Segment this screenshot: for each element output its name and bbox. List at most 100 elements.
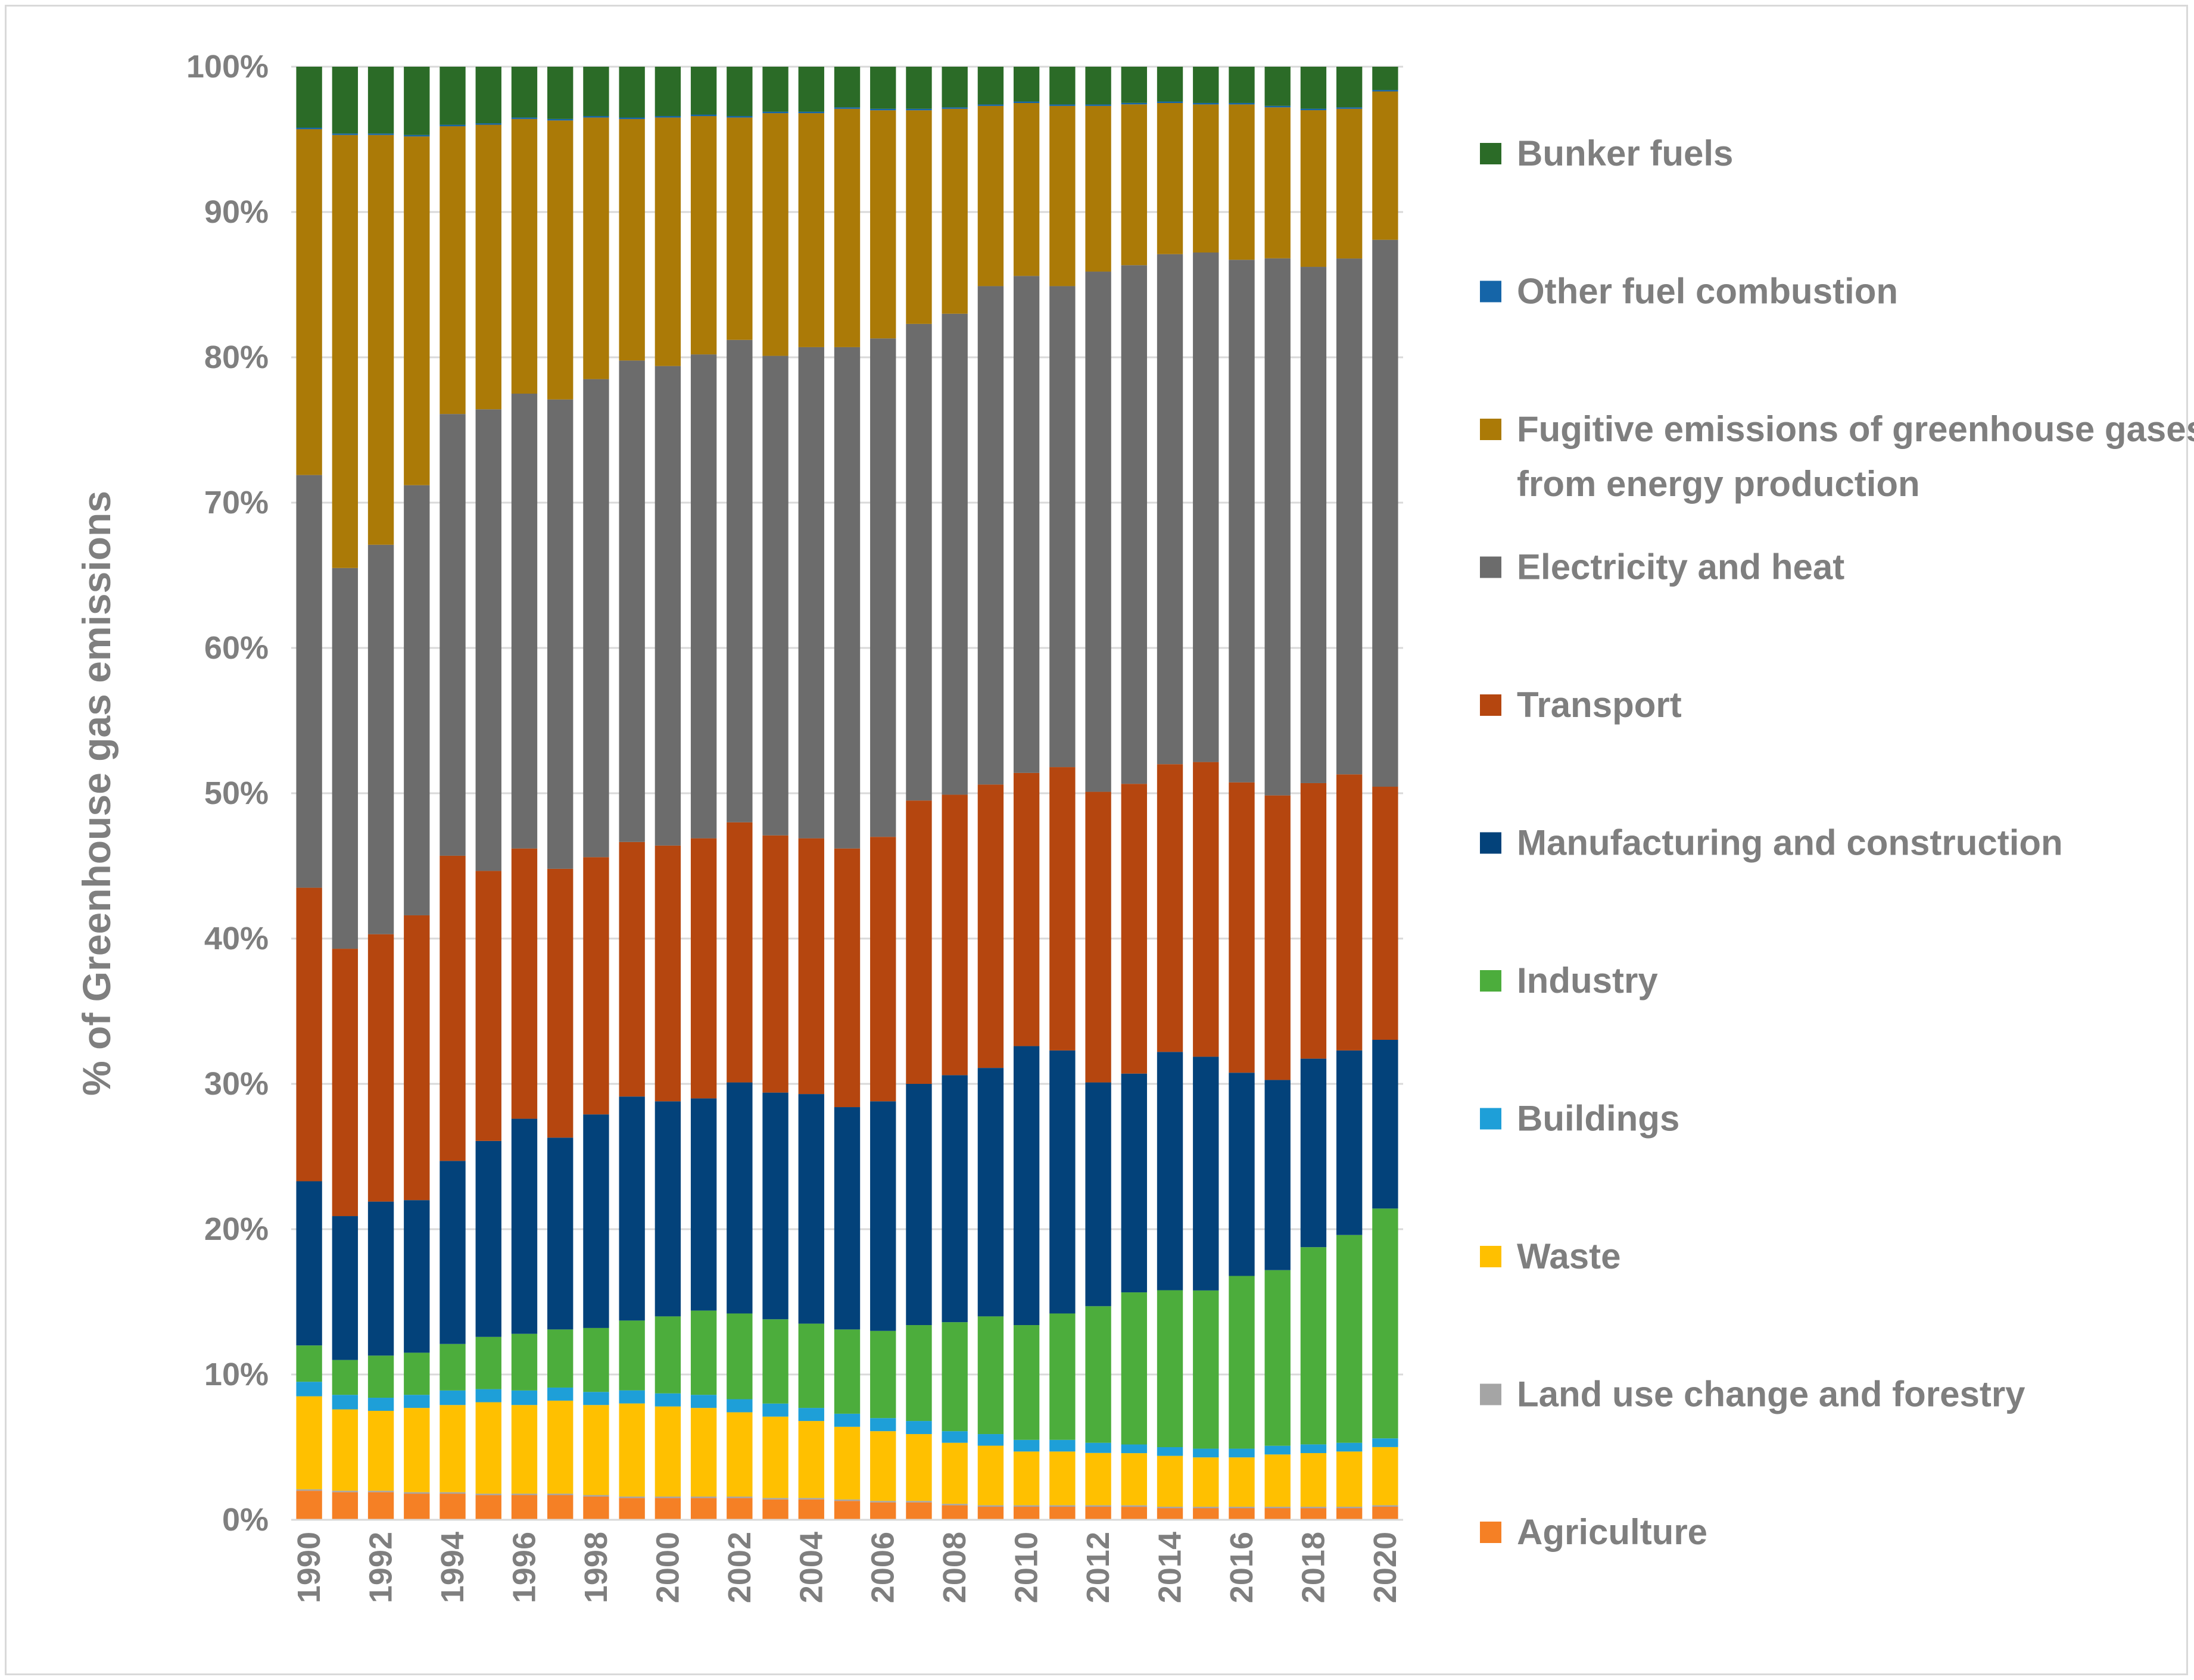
x-tick-label: 1998: [578, 1532, 614, 1603]
bar-segment: [1085, 67, 1111, 105]
bar-segment: [296, 67, 322, 128]
bar-segment: [547, 1387, 574, 1401]
bar-segment: [762, 1092, 789, 1320]
bar-segment: [690, 1395, 717, 1408]
bar-segment: [727, 1412, 753, 1497]
bar-segment: [834, 67, 861, 108]
bar-segment: [906, 1434, 932, 1501]
bar-segment: [906, 1325, 932, 1422]
bar-segment: [547, 119, 574, 121]
bar-segment: [1300, 1444, 1327, 1453]
legend-swatch: [1480, 694, 1501, 716]
bar-segment: [798, 838, 824, 1095]
legend-swatch: [1480, 419, 1501, 440]
bar-segment: [332, 568, 359, 949]
legend-label: Buildings: [1517, 1099, 1679, 1139]
bar-segment: [1085, 1505, 1111, 1507]
bar-segment: [655, 1316, 681, 1394]
bar-segment: [655, 1498, 681, 1520]
bar-segment: [870, 1418, 896, 1432]
bar-segment: [727, 1313, 753, 1400]
bar-segment: [1229, 104, 1255, 260]
bar-segment: [1013, 1505, 1040, 1507]
bar-segment: [404, 485, 430, 915]
bar-segment: [583, 67, 609, 116]
bar-segment: [727, 1082, 753, 1314]
legend-label: Fugitive emissions of greenhouse gases: [1517, 409, 2194, 449]
bar-segment: [1264, 1270, 1291, 1446]
bar-segment: [1264, 1508, 1291, 1520]
y-tick-label: 0%: [222, 1502, 269, 1538]
bar-segment: [475, 1140, 501, 1337]
bar-segment: [475, 67, 501, 124]
bar-segment: [1121, 67, 1147, 103]
bar-segment: [404, 1352, 430, 1395]
bar-segment: [583, 857, 609, 1115]
bar-segment: [977, 1507, 1004, 1520]
bar-segment: [440, 67, 466, 125]
legend-label: Electricity and heat: [1517, 547, 1844, 587]
legend-label: Agriculture: [1517, 1512, 1707, 1552]
bar-segment: [367, 67, 394, 134]
bar-segment: [367, 544, 394, 934]
bar-segment: [1013, 1046, 1040, 1326]
bar-segment: [296, 1489, 322, 1491]
bar-segment: [977, 1434, 1004, 1446]
bar-segment: [332, 1360, 359, 1395]
bar-segment: [332, 1491, 359, 1492]
bar-segment: [1121, 1444, 1147, 1454]
bar-segment: [1121, 1073, 1147, 1293]
x-tick-label: 2014: [1152, 1532, 1188, 1603]
y-tick-label: 50%: [204, 775, 269, 811]
bar-segment: [906, 1421, 932, 1435]
bar-segment: [475, 1494, 501, 1495]
x-tick-label: 1994: [435, 1532, 470, 1603]
legend-swatch: [1480, 280, 1501, 303]
x-tick-label: 1996: [506, 1532, 542, 1603]
bar-segment: [332, 1492, 359, 1520]
legend-swatch: [1480, 970, 1501, 992]
bar-segment: [1157, 1507, 1183, 1508]
bar-segment: [1121, 1505, 1147, 1507]
bar-segment: [977, 104, 1004, 106]
bar-segment: [1372, 90, 1398, 92]
bar-segment: [727, 339, 753, 822]
axes: 0% 10% 20% 30% 40% 50% 60% 70% 80% 90% 100% 1990 199…: [186, 49, 1403, 1603]
bar-segment: [511, 67, 538, 118]
bar-segment: [1372, 1039, 1398, 1209]
bar-segment: [834, 1499, 861, 1501]
bar-segment: [440, 1161, 466, 1344]
bar-segment: [834, 107, 861, 109]
bar-segment: [404, 915, 430, 1201]
bar-segment: [1336, 107, 1363, 109]
bar-segment: [1013, 1325, 1040, 1440]
bar-segment: [942, 1504, 968, 1506]
bar-segment: [1157, 764, 1183, 1052]
bar-segment: [690, 1408, 717, 1497]
bar-segment: [1372, 1208, 1398, 1439]
bar-segment: [1049, 1505, 1076, 1507]
bars: [296, 67, 1398, 1520]
bar-segment: [1121, 265, 1147, 784]
bar-segment: [1049, 67, 1076, 105]
bar-segment: [296, 475, 322, 888]
bar-segment: [1300, 1058, 1327, 1248]
bar-segment: [1300, 108, 1327, 111]
bar-segment: [1229, 1457, 1255, 1507]
bar-segment: [440, 124, 466, 127]
bar-segment: [511, 1495, 538, 1520]
bar-segment: [906, 110, 932, 324]
bar-segment: [1193, 104, 1219, 253]
y-axis-title: % of Greenhouse gas emissions: [74, 491, 119, 1096]
bar-segment: [655, 1496, 681, 1498]
bar-segment: [942, 313, 968, 795]
bar-segment: [511, 119, 538, 394]
legend-label: Transport: [1517, 685, 1682, 725]
bar-segment: [583, 1495, 609, 1497]
bar-segment: [367, 1355, 394, 1398]
bar-segment: [1300, 1247, 1327, 1445]
bar-segment: [1372, 67, 1398, 91]
bar-segment: [655, 116, 681, 118]
bar-segment: [870, 1501, 896, 1503]
bar-segment: [332, 949, 359, 1217]
